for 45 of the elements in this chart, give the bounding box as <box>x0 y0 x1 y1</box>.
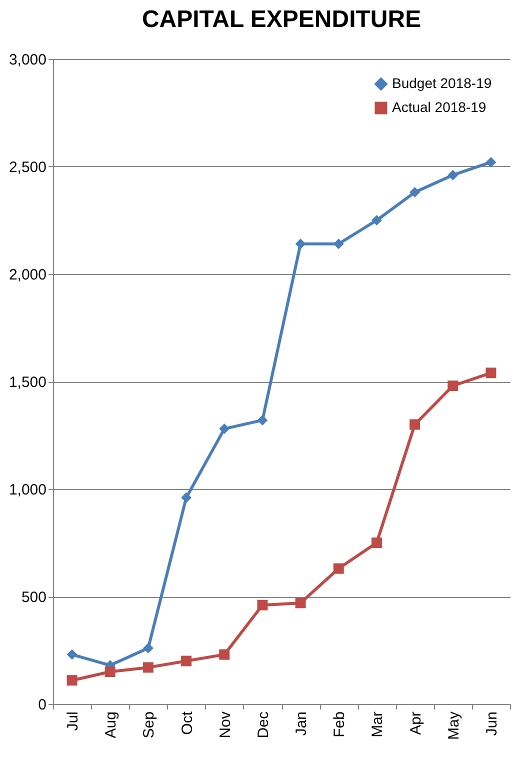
y-tick-label: 1,000 <box>8 482 46 498</box>
point <box>486 156 496 168</box>
point <box>66 675 78 686</box>
point <box>142 662 154 673</box>
point <box>486 368 496 378</box>
x-tick-label: Apr <box>407 711 424 735</box>
legend-label: Actual 2018-19 <box>392 99 486 115</box>
point <box>448 170 458 180</box>
point <box>219 649 230 660</box>
point <box>257 414 268 426</box>
x-tick-label: Oct <box>178 710 196 735</box>
point <box>295 598 306 608</box>
point <box>257 600 268 610</box>
y-tick-label: 2,000 <box>8 266 46 284</box>
point <box>333 238 344 250</box>
x-tick-label: Jan <box>293 712 310 736</box>
x-tick-label: Jul <box>64 712 82 731</box>
point <box>181 656 192 666</box>
point <box>410 419 420 430</box>
point <box>219 424 230 434</box>
point <box>410 187 420 198</box>
point <box>104 666 116 677</box>
legend-label: Budget 2018-19 <box>392 75 492 91</box>
x-tick-label: Jun <box>483 712 500 736</box>
point <box>371 538 382 548</box>
x-tick-label: Feb <box>331 712 348 738</box>
chart-title: CAPITAL EXPENDITURE <box>142 6 422 33</box>
x-tick-label: Nov <box>216 711 234 738</box>
x-tick-label: Dec <box>254 711 272 738</box>
point <box>142 642 154 654</box>
y-tick-label: 3,000 <box>8 52 46 68</box>
point <box>66 649 78 660</box>
x-tick-label: Sep <box>140 712 158 738</box>
y-tick-label: 2,500 <box>8 159 46 176</box>
x-tick-label: May <box>445 711 462 740</box>
y-tick-label: 0 <box>38 696 46 714</box>
point <box>333 563 344 574</box>
y-tick-label: 1,500 <box>8 374 46 391</box>
point <box>295 238 306 250</box>
point <box>371 215 382 226</box>
x-tick-label: Mar <box>369 712 386 738</box>
x-tick-label: Aug <box>102 712 120 738</box>
point <box>448 380 458 392</box>
point <box>181 492 192 503</box>
y-tick-label: 500 <box>21 589 46 606</box>
